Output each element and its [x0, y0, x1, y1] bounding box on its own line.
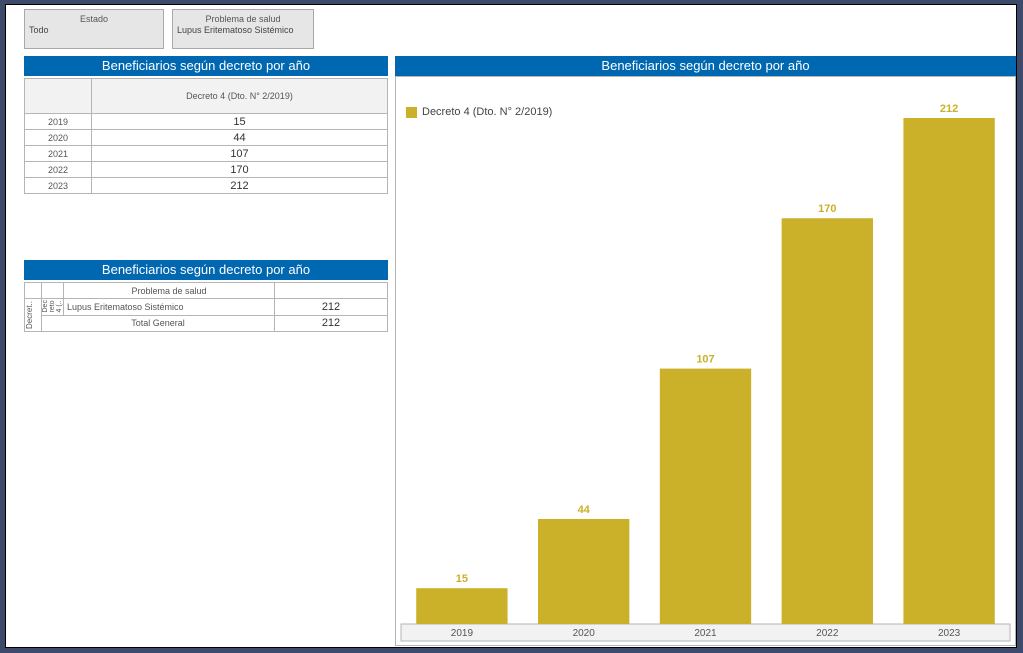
table2-title: Beneficiarios según decreto por año	[24, 260, 388, 280]
data-label-2019: 15	[456, 573, 468, 585]
filter-estado-value: Todo	[29, 25, 49, 35]
chart-legend[interactable]: Decreto 4 (Dto. N° 2/2019)	[406, 106, 552, 118]
table-corner-cell	[24, 78, 92, 114]
table-row[interactable]: 2020 44	[24, 129, 388, 146]
table1-title: Beneficiarios según decreto por año	[24, 56, 388, 76]
bar-2023[interactable]	[903, 118, 995, 624]
row-header-decreto-4-label: Dec reto 4 (..	[42, 300, 63, 313]
data-label-2020: 44	[578, 504, 591, 516]
value-cell: 15	[91, 113, 388, 130]
year-cell: 2021	[24, 145, 92, 162]
value-cell: 212	[91, 177, 388, 194]
table-beneficiarios-anio: Decreto 4 (Dto. N° 2/2019) 2019 15 2020 44…	[24, 78, 388, 194]
chart-frame	[395, 76, 1016, 646]
filter-problema-title: Problema de salud	[205, 14, 281, 24]
total-label: Total General	[41, 314, 275, 332]
x-tick-2023: 2023	[938, 628, 961, 639]
row-header-decreto: Decret..	[24, 298, 42, 332]
table2-value-header	[274, 282, 388, 299]
year-cell: 2020	[24, 129, 92, 146]
bar-2019[interactable]	[416, 588, 508, 624]
value-cell: 170	[91, 161, 388, 178]
bar-2022[interactable]	[781, 218, 873, 624]
table2-column-header: Problema de salud	[63, 282, 275, 299]
table-row[interactable]: Decret.. Dec reto 4 (.. Lupus Eritematos…	[24, 298, 388, 332]
dashboard-canvas: Estado Todo Problema de salud Lupus Erit…	[5, 4, 1017, 648]
table-row[interactable]: 2023 212	[24, 177, 388, 194]
data-label-2022: 170	[818, 203, 836, 215]
x-tick-2022: 2022	[816, 628, 839, 639]
bar-chart: 15 2019 44 2020 107 2021 170 2022 212 2023	[400, 103, 1011, 642]
data-label-2023: 212	[940, 103, 958, 115]
table2-header-row: Problema de salud	[24, 282, 388, 299]
table2-corner-1	[24, 282, 42, 299]
row-header-decreto-label: Decret..	[25, 300, 34, 329]
legend-swatch	[406, 106, 417, 118]
chart-title: Beneficiarios según decreto por año	[395, 56, 1016, 76]
value-cell: 107	[91, 145, 388, 162]
value-cell: 44	[91, 129, 388, 146]
x-tick-2019: 2019	[451, 628, 474, 639]
table-row[interactable]: 2021 107	[24, 145, 388, 162]
total-value: 212	[274, 314, 388, 332]
filter-estado-title: Estado	[79, 14, 109, 24]
filter-problema-salud[interactable]: Problema de salud Lupus Eritematoso Sist…	[172, 9, 314, 49]
year-cell: 2019	[24, 113, 92, 130]
total-row[interactable]: Total General 212	[25, 314, 388, 332]
legend-label: Decreto 4 (Dto. N° 2/2019)	[422, 106, 553, 118]
x-tick-2021: 2021	[694, 628, 717, 639]
x-tick-2020: 2020	[573, 628, 596, 639]
year-cell: 2022	[24, 161, 92, 178]
table-header-row: Decreto 4 (Dto. N° 2/2019)	[24, 78, 388, 114]
row-header-decreto-4: Dec reto 4 (..	[41, 298, 64, 316]
bar-2020[interactable]	[538, 518, 630, 624]
table-problema-salud: Problema de salud Decret.. Dec reto 4 (.…	[24, 282, 388, 332]
bar-2021[interactable]	[659, 368, 752, 624]
table2-corner-2	[41, 282, 64, 299]
data-label-2021: 107	[696, 354, 714, 366]
row-label: Lupus Eritematoso Sistémico	[63, 298, 275, 316]
filter-estado[interactable]: Estado Todo	[24, 9, 164, 49]
table-row[interactable]: 2019 15	[24, 113, 388, 130]
row-value: 212	[274, 298, 388, 316]
table-row[interactable]: 2022 170	[24, 161, 388, 178]
filter-problema-value: Lupus Eritematoso Sistémico	[177, 25, 294, 35]
table-column-header: Decreto 4 (Dto. N° 2/2019)	[91, 78, 388, 114]
year-cell: 2023	[24, 177, 92, 194]
